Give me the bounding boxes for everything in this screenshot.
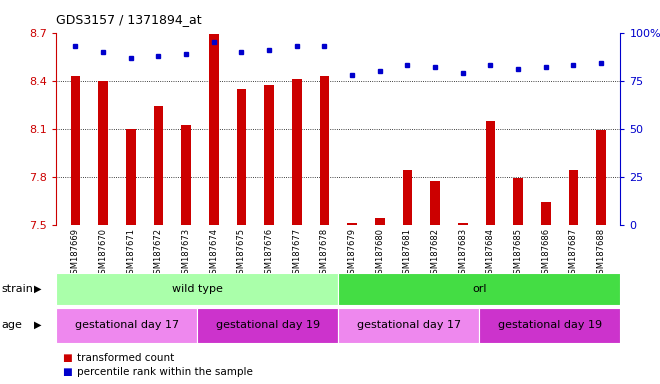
Bar	[486, 121, 495, 225]
Text: GSM187687: GSM187687	[569, 228, 578, 279]
Text: ■: ■	[63, 367, 76, 377]
Text: GSM187680: GSM187680	[376, 228, 384, 279]
Bar	[375, 218, 385, 225]
Text: GSM187684: GSM187684	[486, 228, 495, 279]
Bar	[292, 79, 302, 225]
Bar	[319, 76, 329, 225]
Text: gestational day 17: gestational day 17	[75, 320, 179, 330]
Text: GSM187679: GSM187679	[348, 228, 356, 279]
Text: GSM187683: GSM187683	[458, 228, 467, 279]
Bar	[541, 202, 550, 225]
Bar	[71, 76, 81, 225]
Bar	[430, 182, 440, 225]
Text: ▶: ▶	[34, 284, 42, 294]
Text: wild type: wild type	[172, 284, 222, 294]
Bar	[56, 308, 197, 343]
Bar	[154, 106, 163, 225]
Text: ■: ■	[63, 353, 76, 363]
Bar	[98, 81, 108, 225]
Text: GSM187677: GSM187677	[292, 228, 301, 279]
Text: GSM187682: GSM187682	[430, 228, 440, 279]
Text: orl: orl	[472, 284, 486, 294]
Text: GSM187674: GSM187674	[209, 228, 218, 279]
Text: percentile rank within the sample: percentile rank within the sample	[77, 367, 253, 377]
Bar	[596, 130, 606, 225]
Text: GSM187675: GSM187675	[237, 228, 246, 279]
Bar	[513, 178, 523, 225]
Text: transformed count: transformed count	[77, 353, 174, 363]
Text: strain: strain	[1, 284, 33, 294]
Text: GSM187681: GSM187681	[403, 228, 412, 279]
Text: ▶: ▶	[34, 320, 42, 330]
Text: GSM187678: GSM187678	[320, 228, 329, 279]
Text: GSM187673: GSM187673	[182, 228, 191, 279]
Text: GSM187672: GSM187672	[154, 228, 163, 279]
Bar	[347, 223, 357, 225]
Bar	[236, 89, 246, 225]
Bar	[338, 308, 479, 343]
Text: GSM187688: GSM187688	[597, 228, 605, 279]
Text: GSM187686: GSM187686	[541, 228, 550, 279]
Text: gestational day 19: gestational day 19	[498, 320, 602, 330]
Text: GSM187685: GSM187685	[513, 228, 523, 279]
Text: GSM187671: GSM187671	[126, 228, 135, 279]
Bar	[264, 86, 274, 225]
Bar	[126, 129, 135, 225]
Bar	[479, 308, 620, 343]
Bar	[197, 308, 338, 343]
Text: GSM187670: GSM187670	[98, 228, 108, 279]
Bar	[209, 34, 218, 225]
Bar	[338, 273, 620, 305]
Bar	[403, 170, 412, 225]
Bar	[568, 170, 578, 225]
Text: GSM187669: GSM187669	[71, 228, 80, 279]
Text: GDS3157 / 1371894_at: GDS3157 / 1371894_at	[56, 13, 202, 26]
Bar	[56, 273, 338, 305]
Bar	[458, 223, 467, 225]
Text: age: age	[1, 320, 22, 330]
Text: GSM187676: GSM187676	[265, 228, 274, 279]
Text: gestational day 19: gestational day 19	[216, 320, 320, 330]
Text: gestational day 17: gestational day 17	[356, 320, 461, 330]
Bar	[182, 126, 191, 225]
